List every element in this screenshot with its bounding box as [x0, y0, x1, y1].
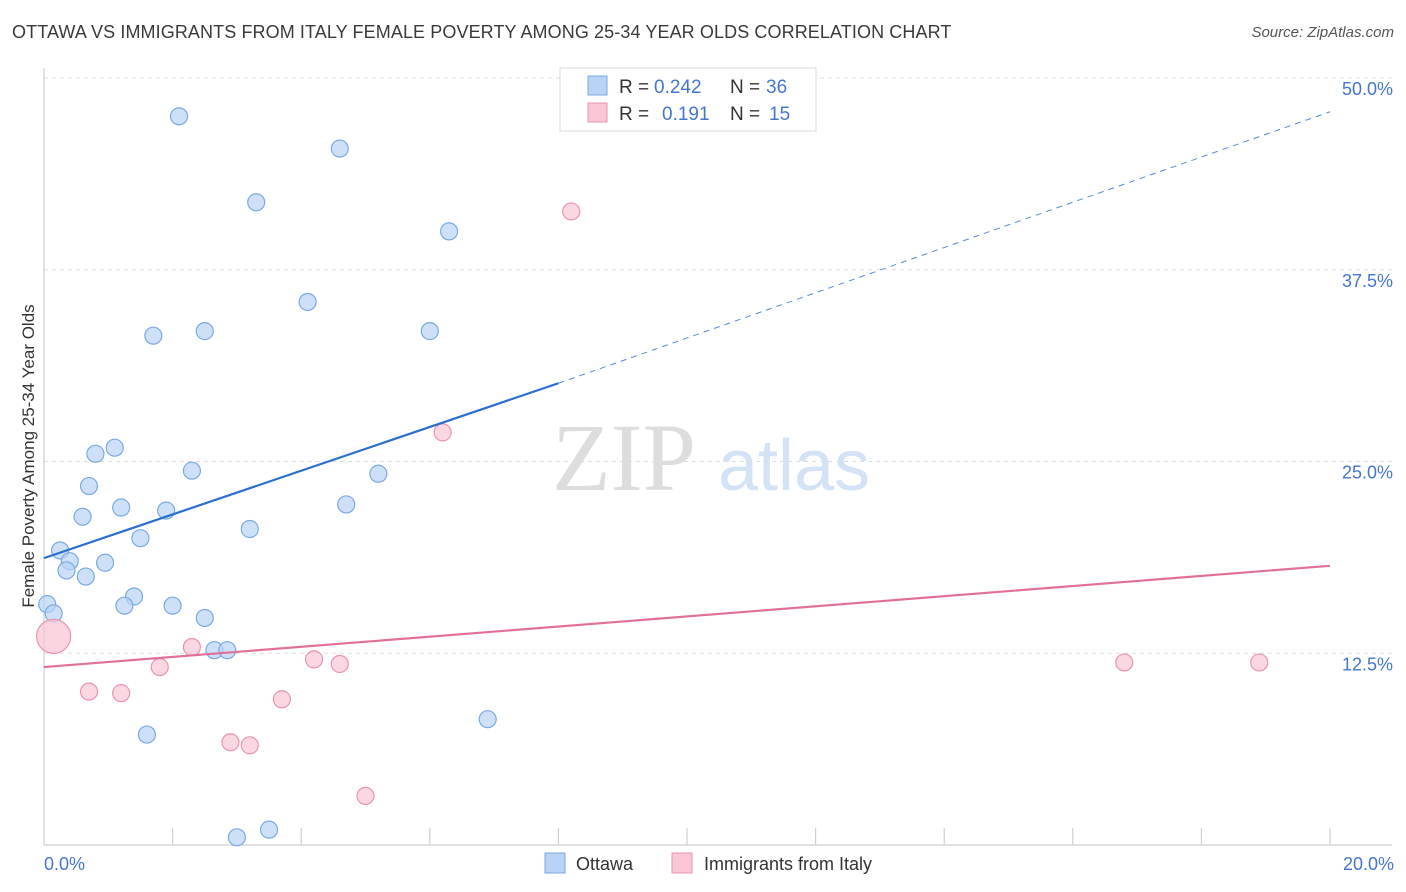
ottawa-point-2 [247, 193, 266, 212]
ottawa-point-32 [478, 710, 497, 729]
axes [43, 68, 1392, 846]
ottawa-point-0 [169, 107, 189, 126]
legend-swatch-italy [587, 102, 608, 123]
ottawa-point-21 [95, 553, 115, 572]
legend-r-label-italy: R = [619, 104, 649, 125]
ottawa-point-23 [76, 567, 95, 586]
italy-point-8 [1250, 653, 1269, 672]
italy-point-1 [433, 423, 452, 442]
y-tick-label-3: 50.0% [1342, 79, 1393, 99]
italy-point-2 [36, 618, 72, 654]
y-tick-label-2: 37.5% [1342, 271, 1393, 291]
italy-point-3 [182, 638, 201, 657]
ottawa-point-5 [144, 326, 163, 345]
italy-point-11 [272, 690, 292, 709]
legend: R = 0.242 N = 36 R = 0.191 N = 15 [559, 67, 817, 132]
italy-point-10 [112, 684, 131, 703]
bottom-legend-label-ottawa: Ottawa [576, 854, 634, 874]
legend-r-value-italy: 0.191 [662, 104, 710, 125]
italy-point-9 [79, 682, 99, 701]
trendlines [43, 111, 1331, 669]
ottawa-point-34 [259, 820, 279, 839]
ottawa-point-4 [298, 292, 317, 312]
x-ticks [172, 828, 1331, 845]
source-label: Source: ZipAtlas.com [1251, 24, 1394, 41]
series-italy [36, 202, 1269, 806]
ottawa-trendline-extension [558, 111, 1331, 384]
watermark-atlas: atlas [718, 426, 870, 506]
legend-n-value-italy: 15 [769, 104, 790, 125]
legend-r-value-ottawa: 0.242 [654, 77, 702, 98]
italy-point-14 [356, 786, 375, 806]
italy-point-0 [562, 202, 581, 221]
y-tick-label-0: 12.5% [1342, 654, 1393, 674]
ottawa-point-8 [105, 438, 124, 457]
ottawa-point-3 [439, 222, 459, 241]
ottawa-point-7 [420, 322, 439, 341]
ottawa-point-18 [131, 529, 150, 548]
x-tick-label-min: 0.0% [44, 854, 85, 874]
legend-r-label-ottawa: R = [619, 77, 649, 98]
italy-point-13 [240, 736, 259, 755]
bottom-legend-swatch-italy [671, 852, 693, 874]
ottawa-point-33 [137, 725, 156, 744]
italy-point-7 [1115, 653, 1134, 672]
legend-n-label-ottawa: N = [730, 77, 760, 98]
bottom-legend: Ottawa Immigrants from Italy [544, 852, 872, 874]
x-tick-label-max: 20.0% [1343, 854, 1394, 874]
y-axis-label: Female Poverty Among 25-34 Year Olds [19, 304, 38, 607]
y-tick-label-1: 25.0% [1342, 463, 1393, 483]
ottawa-point-13 [112, 498, 131, 517]
legend-swatch-ottawa [587, 75, 608, 96]
italy-trendline [43, 564, 1331, 669]
ottawa-point-15 [73, 507, 92, 526]
series-ottawa [38, 107, 497, 847]
y-tick-labels: 12.5% 25.0% 37.5% 50.0% [1342, 79, 1393, 674]
ottawa-point-1 [330, 139, 349, 158]
ottawa-point-25 [115, 596, 134, 615]
ottawa-point-6 [195, 322, 214, 341]
ottawa-point-9 [86, 444, 105, 463]
ottawa-point-17 [240, 519, 259, 539]
italy-point-6 [150, 657, 169, 677]
legend-n-label-italy: N = [730, 104, 760, 125]
legend-n-value-ottawa: 36 [766, 77, 787, 98]
ottawa-point-11 [369, 464, 388, 483]
ottawa-point-26 [163, 596, 182, 615]
italy-point-5 [330, 654, 349, 674]
ottawa-point-12 [79, 476, 99, 496]
ottawa-point-35 [227, 828, 246, 847]
chart-title: OTTAWA VS IMMIGRANTS FROM ITALY FEMALE P… [12, 22, 952, 42]
ottawa-trendline [43, 382, 559, 560]
bottom-legend-swatch-ottawa [544, 852, 566, 874]
ottawa-point-16 [337, 495, 356, 514]
italy-point-12 [221, 733, 240, 752]
ottawa-point-29 [195, 608, 214, 628]
watermark-zip: ZIP [552, 404, 696, 511]
bottom-legend-label-italy: Immigrants from Italy [704, 854, 872, 874]
ottawa-point-22 [57, 561, 76, 580]
italy-point-4 [304, 650, 324, 669]
ottawa-point-31 [218, 641, 237, 660]
ottawa-point-10 [182, 461, 201, 480]
grid [44, 77, 1392, 654]
